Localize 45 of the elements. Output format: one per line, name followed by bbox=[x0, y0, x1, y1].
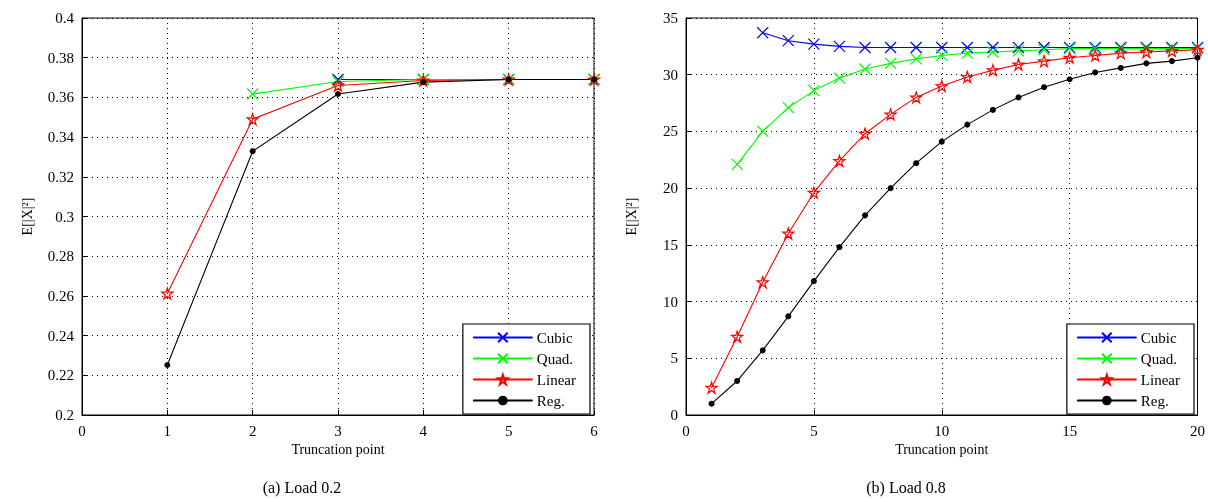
x-axis-title: Truncation point bbox=[895, 442, 989, 458]
y-tick-label: 15 bbox=[663, 236, 678, 253]
text: (b) Load 0.8 bbox=[866, 478, 946, 497]
y-axis-title: E[|X|²] bbox=[19, 197, 35, 236]
y-tick-label: 0.26 bbox=[47, 287, 75, 304]
y-tick-label: 25 bbox=[663, 123, 678, 140]
y-tick-label: 0.24 bbox=[47, 327, 75, 344]
y-tick-label: 0.38 bbox=[47, 49, 74, 66]
y-tick-label: 10 bbox=[663, 293, 678, 310]
legend-label: Cubic bbox=[1140, 329, 1178, 346]
x-tick-label: 5 bbox=[810, 422, 818, 439]
y-tick-label: 0.32 bbox=[47, 168, 74, 185]
y-tick-label: 0.4 bbox=[55, 10, 75, 26]
y-tick-label: 35 bbox=[663, 10, 678, 26]
x-tick-label: 2 bbox=[248, 422, 257, 439]
y-tick-label: 5 bbox=[670, 350, 678, 367]
y-tick-label: 0.36 bbox=[47, 89, 75, 106]
x-tick-label: 10 bbox=[934, 422, 950, 439]
y-tick-label: 0.3 bbox=[55, 208, 74, 225]
y-tick-label: 30 bbox=[663, 66, 678, 83]
y-tick-label: 0.28 bbox=[47, 248, 74, 265]
y-tick-label: 0.22 bbox=[47, 367, 74, 384]
x-tick-label: 4 bbox=[419, 422, 428, 439]
legend-label: Cubic bbox=[536, 329, 574, 346]
y-tick-label: 0.34 bbox=[47, 129, 75, 146]
y-tick-label: 20 bbox=[663, 180, 678, 197]
legend-label: Quad. bbox=[536, 350, 574, 367]
y-tick-label: 0 bbox=[670, 407, 678, 423]
x-tick-label: 0 bbox=[682, 422, 690, 439]
text: (a) Load 0.2 bbox=[262, 478, 342, 497]
x-axis-title: Truncation point bbox=[291, 442, 385, 458]
legend-label: Quad. bbox=[1140, 350, 1178, 367]
x-tick-label: 5 bbox=[504, 422, 513, 439]
x-tick-label: 0 bbox=[78, 422, 86, 439]
x-tick-label: 20 bbox=[1190, 422, 1205, 439]
legend-label: Linear bbox=[536, 371, 576, 388]
y-tick-label: 0.2 bbox=[55, 407, 74, 423]
x-tick-label: 1 bbox=[163, 422, 172, 439]
x-tick-label: 15 bbox=[1062, 422, 1078, 439]
x-tick-label: 6 bbox=[590, 422, 599, 439]
legend-label: Reg. bbox=[1140, 392, 1169, 409]
legend-label: Reg. bbox=[536, 392, 565, 409]
y-axis-title: E[|X|²] bbox=[623, 197, 639, 236]
x-tick-label: 3 bbox=[334, 422, 342, 439]
legend-label: Linear bbox=[1140, 371, 1180, 388]
